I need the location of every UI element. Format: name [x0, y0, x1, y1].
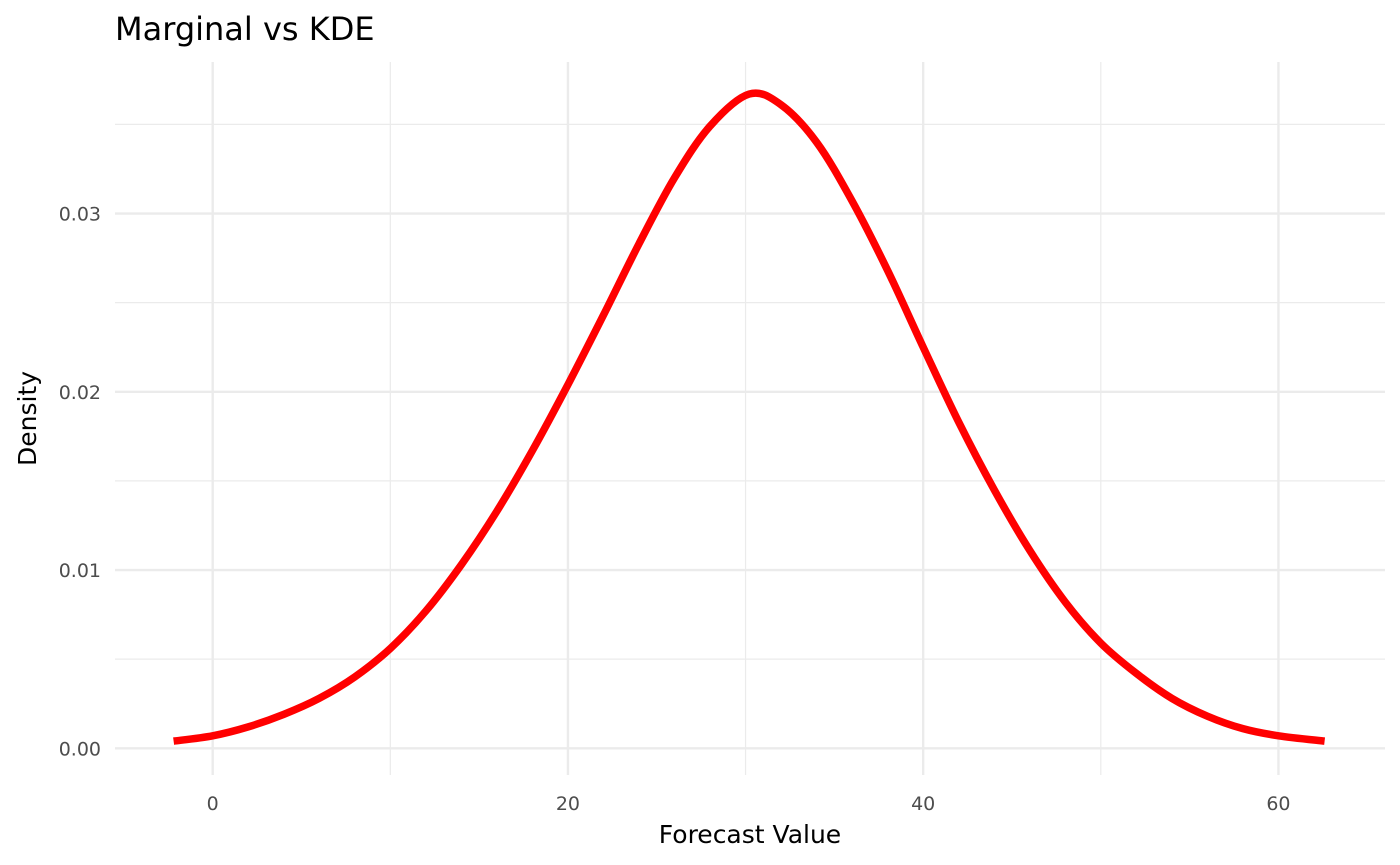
x-tick-label: 0 [207, 793, 219, 815]
y-tick-label: 0.01 [59, 560, 101, 582]
minor-gridlines [115, 62, 1385, 775]
y-axis-tick-labels: 0.00 0.01 0.02 0.03 [59, 204, 101, 761]
x-axis-title: Forecast Value [659, 820, 841, 849]
density-curve-line [173, 89, 1326, 745]
series-layer [173, 89, 1326, 745]
major-gridlines [115, 62, 1385, 775]
x-tick-label: 20 [556, 793, 580, 815]
chart-title: Marginal vs KDE [115, 10, 375, 48]
x-axis-tick-labels: 0 20 40 60 [207, 793, 1291, 815]
y-tick-label: 0.03 [59, 204, 101, 226]
y-axis-title: Density [13, 371, 42, 466]
x-tick-label: 40 [911, 793, 935, 815]
x-tick-label: 60 [1266, 793, 1290, 815]
y-tick-label: 0.02 [59, 382, 101, 404]
y-tick-label: 0.00 [59, 738, 101, 760]
